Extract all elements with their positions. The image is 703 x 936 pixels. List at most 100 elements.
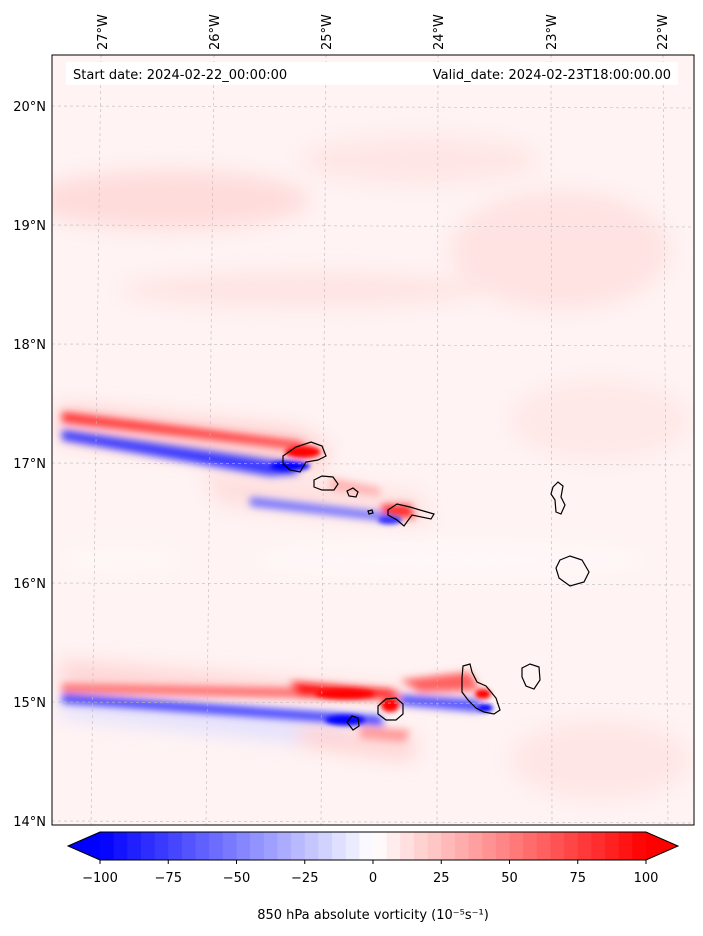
colorbar-step: [345, 832, 360, 860]
lon-label-22w: 22°W: [656, 14, 671, 50]
gridline-lon-22w: [662, 55, 669, 825]
colorbar-step: [441, 832, 456, 860]
colorbar-step: [277, 832, 292, 860]
island-boa-vista: [555, 555, 590, 587]
map-frame: [51, 54, 695, 826]
gridline-lat-18n: [52, 343, 694, 347]
valid-date-label: Valid_date: 2024-02-23T18:00:00.00: [433, 68, 671, 83]
colorbar-step: [632, 832, 647, 860]
island-maio: [521, 663, 541, 690]
colorbar: −100 −75 −50 −25 0 25 50 75 100 850 hPa absolute…: [66, 831, 680, 923]
colorbar-step: [413, 832, 429, 860]
colorbar-tick-label: −50: [223, 871, 250, 886]
colorbar-tick-label: 50: [501, 871, 518, 886]
colorbar-step: [536, 832, 552, 860]
lon-label-27w: 27°W: [96, 14, 111, 50]
colorbar-step: [250, 832, 265, 860]
colorbar-step: [332, 832, 347, 860]
island-sao-vicente: [313, 475, 339, 491]
gridline-lon-27w: [90, 55, 102, 825]
colorbar-tick-label: 100: [634, 871, 659, 886]
colorbar-tick-label: −75: [155, 871, 182, 886]
colorbar-step: [605, 832, 620, 860]
colorbar-step: [195, 832, 210, 860]
colorbar-extend-min: [68, 832, 100, 860]
colorbar-step: [236, 832, 251, 860]
colorbar-tick-label: 25: [433, 871, 450, 886]
colorbar-step: [564, 832, 579, 860]
lon-label-25w: 25°W: [320, 14, 335, 50]
gridline-lon-26w: [205, 55, 215, 825]
colorbar-step: [209, 832, 224, 860]
colorbar-tick-label: −100: [82, 871, 118, 886]
lat-label-15n: 15°N: [13, 696, 46, 711]
colorbar-tick-label: 75: [569, 871, 586, 886]
island-sal: [550, 481, 566, 515]
colorbar-step: [263, 832, 279, 860]
gridline-lon-23w: [550, 55, 553, 825]
gridline-lat-17n: [52, 462, 694, 466]
colorbar-step: [291, 832, 306, 860]
map-panel: Start date: 2024-02-22_00:00:00 Valid_da…: [52, 55, 694, 825]
colorbar-step: [181, 832, 197, 860]
colorbar-step: [373, 832, 388, 860]
colorbar-tick-label: 0: [369, 871, 377, 886]
colorbar-step: [523, 832, 538, 860]
colorbar-step: [509, 832, 524, 860]
island-ilheu-raso: [367, 509, 374, 515]
lon-label-23w: 23°W: [545, 14, 560, 50]
gridline-lon-25w: [320, 55, 327, 825]
coastlines: [282, 441, 590, 731]
colorbar-step: [304, 832, 319, 860]
colorbar-step: [618, 832, 633, 860]
lat-label-17n: 17°N: [13, 457, 46, 472]
gridlines: [52, 55, 694, 825]
island-brava: [346, 715, 360, 731]
colorbar-step: [154, 832, 169, 860]
gridline-lat-20n: [52, 105, 694, 109]
colorbar-step: [550, 832, 565, 860]
info-banner-background: [66, 62, 678, 85]
background-vorticity: [52, 135, 690, 800]
island-santiago: [461, 663, 501, 715]
island-sao-nicolau: [387, 503, 435, 527]
colorbar-step: [495, 832, 511, 860]
lat-label-19n: 19°N: [13, 219, 46, 234]
latitude-labels: 20°N 19°N 18°N 17°N 16°N 15°N 14°N: [13, 100, 46, 830]
colorbar-step: [168, 832, 183, 860]
colorbar-step: [386, 832, 401, 860]
lon-label-24w: 24°W: [432, 14, 447, 50]
colorbar-step: [400, 832, 415, 860]
colorbar-step: [318, 832, 333, 860]
colorbar-step: [127, 832, 142, 860]
colorbar-step: [222, 832, 238, 860]
colorbar-step: [140, 832, 156, 860]
gridline-lat-16n: [52, 582, 694, 586]
colorbar-step: [427, 832, 442, 860]
lat-label-20n: 20°N: [13, 100, 46, 115]
gridline-lat-19n: [52, 224, 694, 228]
island-fogo: [377, 697, 404, 721]
lat-label-18n: 18°N: [13, 338, 46, 353]
longitude-labels: 27°W 26°W 25°W 24°W 23°W 22°W: [96, 14, 671, 50]
lat-label-14n: 14°N: [13, 815, 46, 830]
island-santo-antao: [282, 441, 327, 473]
colorbar-step: [100, 832, 115, 860]
gridline-lat-14n: [52, 820, 694, 824]
south-wake: [60, 660, 493, 760]
start-date-label: Start date: 2024-02-22_00:00:00: [73, 68, 287, 83]
colorbar-extend-max: [646, 832, 678, 860]
colorbar-step: [591, 832, 606, 860]
colorbar-step: [454, 832, 470, 860]
colorbar-step: [113, 832, 128, 860]
colorbar-steps: [100, 832, 647, 860]
island-santa-luzia: [346, 487, 359, 498]
colorbar-step: [468, 832, 483, 860]
colorbar-ticks: −100 −75 −50 −25 0 25 50 75 100: [82, 860, 658, 886]
colorbar-step: [359, 832, 374, 860]
colorbar-tick-label: −25: [291, 871, 318, 886]
lat-label-16n: 16°N: [13, 577, 46, 592]
gridline-lon-24w: [436, 55, 439, 825]
colorbar-step: [577, 832, 592, 860]
